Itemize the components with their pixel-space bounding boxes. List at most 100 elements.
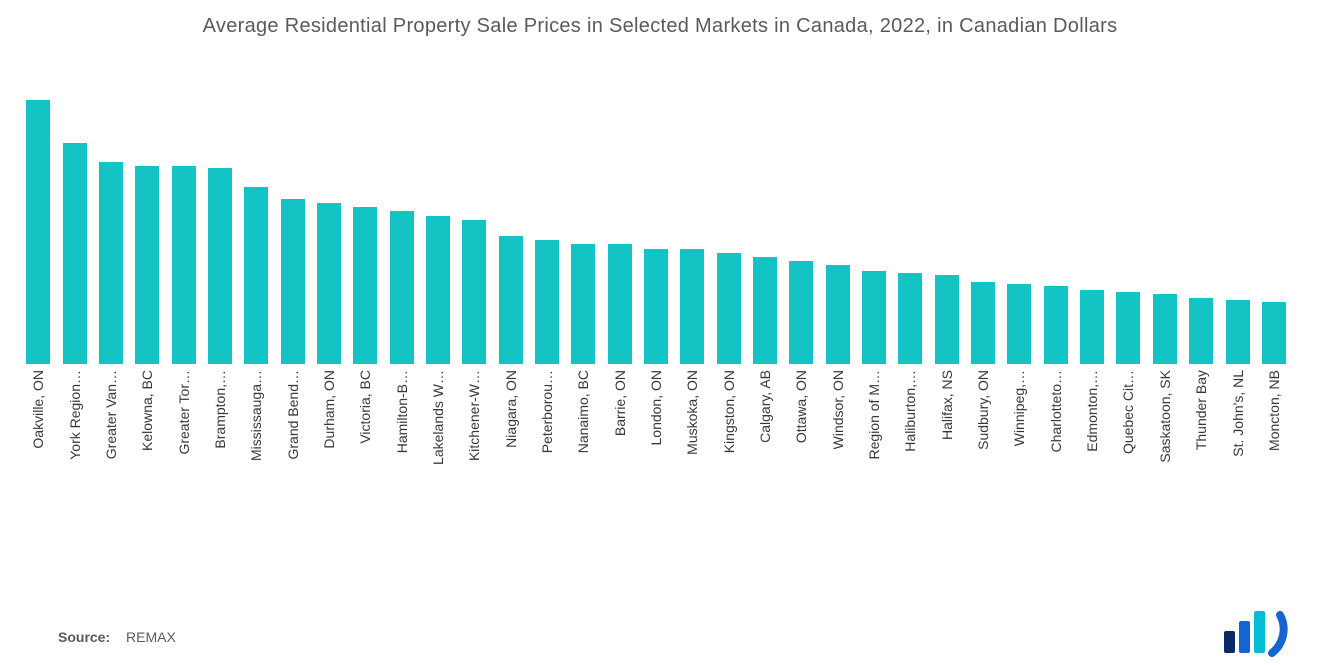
label-slot: Thunder Bay <box>1183 370 1219 600</box>
label-slot: Winnipeg,… <box>1001 370 1037 600</box>
label-slot: Muskoka, ON <box>674 370 710 600</box>
x-axis-label: London, ON <box>648 370 664 446</box>
bar <box>317 203 341 364</box>
label-slot: Barrie, ON <box>602 370 638 600</box>
label-slot: Kitchener-W… <box>456 370 492 600</box>
chart-title: Average Residential Property Sale Prices… <box>0 12 1320 41</box>
x-axis-label: Brampton,… <box>212 370 228 449</box>
bar-slot <box>1183 96 1219 364</box>
label-slot: Kelowna, BC <box>129 370 165 600</box>
bar <box>63 143 87 364</box>
x-axis-label: York Region… <box>67 370 83 460</box>
bar-slot <box>420 96 456 364</box>
bar <box>281 199 305 364</box>
bar-slot <box>1110 96 1146 364</box>
bar <box>680 249 704 364</box>
label-slot: Durham, ON <box>311 370 347 600</box>
bar-slot <box>602 96 638 364</box>
bar <box>644 249 668 364</box>
bar-slot <box>638 96 674 364</box>
x-axis-label: Winnipeg,… <box>1011 370 1027 446</box>
x-axis-label: Kelowna, BC <box>139 370 155 451</box>
label-slot: Niagara, ON <box>492 370 528 600</box>
bar-slot <box>347 96 383 364</box>
x-axis-label: Windsor, ON <box>830 370 846 449</box>
x-axis-label: Barrie, ON <box>612 370 628 436</box>
x-axis-label: Haliburton,… <box>902 370 918 452</box>
bar-slot <box>56 96 92 364</box>
bar <box>172 166 196 364</box>
label-slot: Moncton, NB <box>1256 370 1292 600</box>
bar <box>499 236 523 364</box>
source-citation: Source: REMAX <box>58 629 176 645</box>
x-axis-label: Region of M… <box>866 370 882 459</box>
x-axis-label: Halifax, NS <box>939 370 955 440</box>
bar <box>1262 302 1286 364</box>
bar-slot <box>238 96 274 364</box>
bar <box>462 220 486 364</box>
label-slot: Saskatoon, SK <box>1147 370 1183 600</box>
label-slot: Oakville, ON <box>20 370 56 600</box>
x-axis-label: Thunder Bay <box>1193 370 1209 450</box>
bar <box>244 187 268 364</box>
bar-slot <box>783 96 819 364</box>
x-axis-label: Oakville, ON <box>30 370 46 449</box>
x-axis-label: Edmonton,… <box>1084 370 1100 452</box>
x-axis-label: Charlotteto… <box>1048 370 1064 452</box>
x-axis-label: Peterborou… <box>539 370 555 453</box>
bar-slot <box>1074 96 1110 364</box>
bar <box>1226 300 1250 364</box>
x-axis-labels: Oakville, ON York Region… Greater Van… Kelo… <box>20 370 1292 600</box>
bar-chart <box>20 96 1292 364</box>
bar <box>753 257 777 364</box>
label-slot: Kingston, ON <box>711 370 747 600</box>
chart-container: Average Residential Property Sale Prices… <box>0 0 1320 665</box>
label-slot: Region of M… <box>856 370 892 600</box>
label-slot: Sudbury, ON <box>965 370 1001 600</box>
bar <box>135 166 159 364</box>
bar <box>535 240 559 364</box>
label-slot: Peterborou… <box>529 370 565 600</box>
x-axis-label: Muskoka, ON <box>684 370 700 455</box>
x-axis-label: Grand Bend… <box>285 370 301 460</box>
bar-slot <box>965 96 1001 364</box>
label-slot: Halifax, NS <box>929 370 965 600</box>
bar-slot <box>820 96 856 364</box>
label-slot: Mississauga… <box>238 370 274 600</box>
bar-slot <box>674 96 710 364</box>
bar <box>789 261 813 364</box>
label-slot: Charlotteto… <box>1038 370 1074 600</box>
bar <box>717 253 741 364</box>
x-axis-label: Ottawa, ON <box>793 370 809 443</box>
label-slot: Nanaimo, BC <box>565 370 601 600</box>
source-label: Source: <box>58 629 110 645</box>
bar-slot <box>1219 96 1255 364</box>
x-axis-label: Durham, ON <box>321 370 337 449</box>
source-value: REMAX <box>126 629 176 645</box>
x-axis-label: Victoria, BC <box>357 370 373 444</box>
bar-slot <box>1147 96 1183 364</box>
publisher-logo <box>1218 607 1292 659</box>
label-slot: St. John's, NL <box>1219 370 1255 600</box>
bar <box>1153 294 1177 364</box>
bar-slot <box>311 96 347 364</box>
label-slot: Grand Bend… <box>274 370 310 600</box>
bar-slot <box>129 96 165 364</box>
label-slot: Brampton,… <box>202 370 238 600</box>
bar <box>1007 284 1031 364</box>
x-axis-label: St. John's, NL <box>1230 370 1246 457</box>
bar-slot <box>1001 96 1037 364</box>
bar-slot <box>20 96 56 364</box>
label-slot: Greater Tor… <box>165 370 201 600</box>
bar-slot <box>456 96 492 364</box>
bar-slot <box>165 96 201 364</box>
x-axis-label: Quebec Cit… <box>1120 370 1136 454</box>
label-slot: Hamilton-B… <box>383 370 419 600</box>
label-slot: Greater Van… <box>93 370 129 600</box>
bar-slot <box>529 96 565 364</box>
bar <box>935 275 959 364</box>
x-axis-label: Calgary, AB <box>757 370 773 443</box>
label-slot: Haliburton,… <box>892 370 928 600</box>
bar-slot <box>856 96 892 364</box>
bar <box>608 244 632 364</box>
